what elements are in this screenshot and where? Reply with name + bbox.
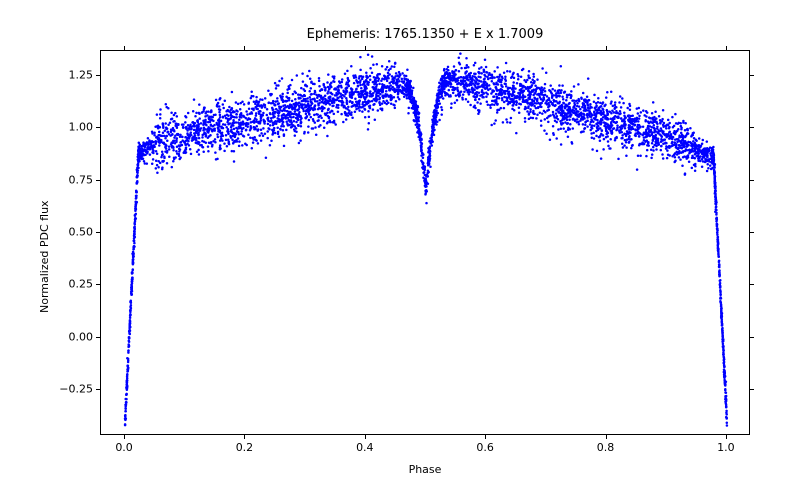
x-tick-label: 0.6 xyxy=(476,441,494,454)
y-tick-mark xyxy=(96,337,100,338)
x-tick-mark xyxy=(365,46,366,50)
y-tick-mark xyxy=(96,284,100,285)
plot-axes xyxy=(100,50,750,435)
x-tick-label: 0.0 xyxy=(115,441,133,454)
y-axis-label: Normalized PDC flux xyxy=(38,200,51,313)
y-tick-mark xyxy=(96,232,100,233)
x-tick-mark xyxy=(124,46,125,50)
x-tick-mark xyxy=(726,46,727,50)
x-tick-mark xyxy=(244,435,245,439)
x-tick-label: 0.8 xyxy=(597,441,615,454)
x-tick-label: 0.2 xyxy=(236,441,254,454)
chart-title: Ephemeris: 1765.1350 + E x 1.7009 xyxy=(100,27,750,42)
y-tick-label: 1.00 xyxy=(55,121,93,134)
x-tick-mark xyxy=(485,46,486,50)
y-tick-mark xyxy=(750,127,754,128)
y-tick-mark xyxy=(96,180,100,181)
y-tick-mark xyxy=(96,389,100,390)
y-tick-label: 0.25 xyxy=(55,278,93,291)
y-tick-label: 1.25 xyxy=(55,69,93,82)
x-tick-mark xyxy=(606,435,607,439)
y-tick-label: −0.25 xyxy=(55,382,93,395)
x-tick-mark xyxy=(244,46,245,50)
x-tick-mark xyxy=(124,435,125,439)
x-tick-mark xyxy=(606,46,607,50)
y-tick-mark xyxy=(750,232,754,233)
x-tick-mark xyxy=(485,435,486,439)
y-tick-mark xyxy=(96,127,100,128)
y-tick-mark xyxy=(750,337,754,338)
scatter-plot xyxy=(101,51,751,436)
y-tick-mark xyxy=(96,75,100,76)
y-tick-label: 0.00 xyxy=(55,330,93,343)
y-tick-label: 0.75 xyxy=(55,173,93,186)
x-tick-mark xyxy=(365,435,366,439)
x-axis-label: Phase xyxy=(100,463,750,476)
y-tick-mark xyxy=(750,75,754,76)
y-tick-mark xyxy=(750,389,754,390)
y-tick-mark xyxy=(750,284,754,285)
x-tick-mark xyxy=(726,435,727,439)
x-tick-label: 1.0 xyxy=(717,441,735,454)
figure: Ephemeris: 1765.1350 + E x 1.7009 Normal… xyxy=(0,0,800,500)
y-tick-label: 0.50 xyxy=(55,226,93,239)
y-tick-mark xyxy=(750,180,754,181)
x-tick-label: 0.4 xyxy=(356,441,374,454)
